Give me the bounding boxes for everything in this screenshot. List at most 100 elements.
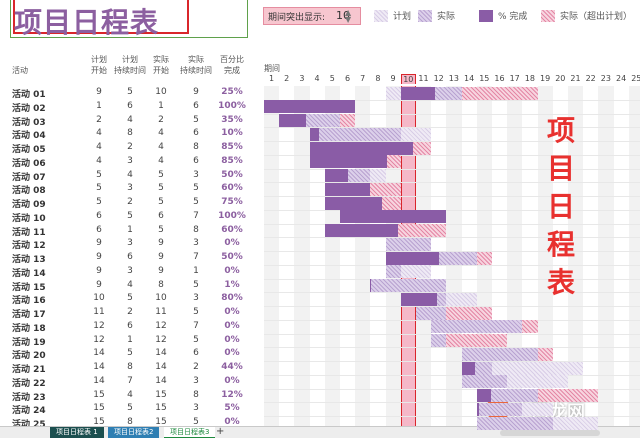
- legend-plan-label: 计划: [393, 12, 412, 22]
- plan-start-value: 9: [96, 87, 102, 97]
- percent-complete-bar: [309, 141, 413, 155]
- period-number: 1: [268, 74, 275, 83]
- actual-bar: [431, 334, 447, 347]
- percent-complete-bar: [324, 182, 371, 196]
- pct-complete-value: 1%: [224, 279, 240, 290]
- actual-duration-value: 8: [193, 142, 199, 152]
- actual-duration-value: 3: [193, 403, 199, 414]
- pct-complete-value: 0%: [224, 334, 240, 345]
- legend-plan: 计划: [374, 9, 411, 23]
- actual-duration-value: 5: [193, 197, 199, 207]
- sheet-tab-1[interactable]: 项目日程表 1: [50, 427, 104, 438]
- header-pct-complete: 百分比 完成: [214, 54, 250, 76]
- add-sheet-button[interactable]: +: [216, 426, 225, 437]
- plan-duration-value: 7: [127, 375, 133, 386]
- actual-duration-value: 5: [193, 417, 199, 427]
- pct-complete-value: 75%: [221, 197, 243, 207]
- period-number: 11: [418, 74, 429, 83]
- period-number: 15: [479, 74, 490, 83]
- header-pct-complete-line2: 完成: [224, 66, 240, 75]
- pct-complete-value: 12%: [221, 389, 243, 400]
- legend-over-swatch: [541, 9, 555, 22]
- pct-complete-value: 25%: [221, 87, 243, 97]
- actual-start-value: 9: [158, 252, 164, 262]
- stepper-up-icon[interactable]: ▲: [345, 8, 352, 17]
- plan-start-value: 15: [93, 403, 105, 414]
- header-actual-duration-line1: 实际: [188, 55, 204, 64]
- pct-complete-value: 35%: [221, 114, 243, 125]
- percent-complete-bar: [340, 210, 447, 224]
- percent-complete-bar: [309, 127, 319, 141]
- sheet-tab-2[interactable]: 项目日程表2: [108, 427, 160, 438]
- actual-duration-value: 1: [193, 265, 199, 276]
- header-plan-duration-line1: 计划: [122, 55, 138, 64]
- activity-name: 活动 10: [12, 213, 46, 224]
- actual-bar: [476, 416, 553, 430]
- actual-start-value: 2: [158, 114, 164, 125]
- legend-complete: % 完成: [479, 9, 527, 23]
- plan-start-value: 5: [96, 197, 102, 207]
- actual-start-value: 9: [158, 265, 164, 276]
- activity-name: 活动 13: [12, 255, 46, 265]
- row-divider: [264, 223, 640, 225]
- legend-plan-swatch: [374, 9, 388, 22]
- plan-start-value: 12: [93, 320, 105, 331]
- actual-duration-value: 6: [193, 348, 199, 359]
- plan-duration-value: 1: [127, 334, 133, 345]
- plan-duration-value: 1: [127, 224, 133, 235]
- row-divider: [264, 278, 640, 280]
- row-divider: [264, 196, 640, 197]
- row-divider: [264, 237, 640, 239]
- pct-complete-value: 100%: [218, 100, 246, 111]
- pct-complete-value: 0%: [224, 320, 240, 331]
- period-stepper[interactable]: ▲ ▼: [345, 8, 352, 24]
- horizontal-scrollbar[interactable]: [500, 430, 600, 436]
- actual-duration-value: 3: [193, 375, 199, 386]
- actual-start-value: 14: [155, 362, 167, 372]
- plan-duration-value: 5: [127, 348, 133, 359]
- plan-duration-value: 8: [127, 362, 133, 372]
- header-actual-duration: 实际 持续时间: [178, 54, 214, 76]
- row-divider: [264, 209, 640, 211]
- period-number: 4: [314, 74, 320, 83]
- activity-name: 活动 08: [12, 186, 46, 197]
- period-number: 5: [329, 74, 335, 83]
- header-plan-start-line2: 开始: [91, 66, 107, 75]
- plan-start-value: 14: [93, 348, 105, 359]
- period-number: 2: [284, 74, 290, 83]
- actual-over-plan-bar: [446, 334, 508, 347]
- actual-duration-value: 5: [193, 114, 199, 125]
- stepper-down-icon[interactable]: ▼: [345, 15, 352, 24]
- actual-bar: [416, 306, 447, 320]
- actual-duration-value: 7: [193, 252, 199, 262]
- plan-duration-value: 5: [127, 210, 133, 221]
- plan-start-value: 4: [96, 128, 102, 139]
- plan-start-value: 14: [93, 375, 105, 386]
- period-number: 17: [509, 74, 520, 83]
- period-highlight-input[interactable]: 10: [336, 9, 350, 22]
- actual-duration-value: 5: [193, 334, 199, 345]
- pct-complete-value: 80%: [221, 293, 243, 304]
- actual-start-value: 12: [155, 320, 167, 331]
- period-column: [628, 86, 640, 432]
- sheet-tab-3[interactable]: 项目日程表3: [164, 427, 216, 438]
- header-plan-duration: 计划 持续时间: [112, 54, 148, 76]
- row-divider: [264, 388, 640, 390]
- plan-start-value: 5: [96, 183, 102, 194]
- title-frame: [10, 0, 248, 38]
- row-divider: [264, 141, 640, 142]
- period-number: 20: [555, 74, 566, 83]
- period-number: 7: [360, 74, 366, 83]
- side-title-char: 目: [546, 152, 575, 185]
- period-highlight-control[interactable]: 期间突出显示: 10: [263, 7, 361, 25]
- plan-bar: [461, 361, 584, 375]
- percent-complete-bar: [309, 155, 388, 169]
- plan-duration-value: 6: [127, 252, 133, 262]
- plan-duration-value: 8: [127, 128, 133, 139]
- percent-complete-bar: [324, 169, 348, 182]
- period-column: [264, 86, 280, 432]
- row-divider: [264, 168, 640, 170]
- plan-duration-value: 3: [127, 238, 133, 249]
- plan-start-value: 9: [96, 279, 102, 290]
- period-number: 16: [494, 74, 505, 83]
